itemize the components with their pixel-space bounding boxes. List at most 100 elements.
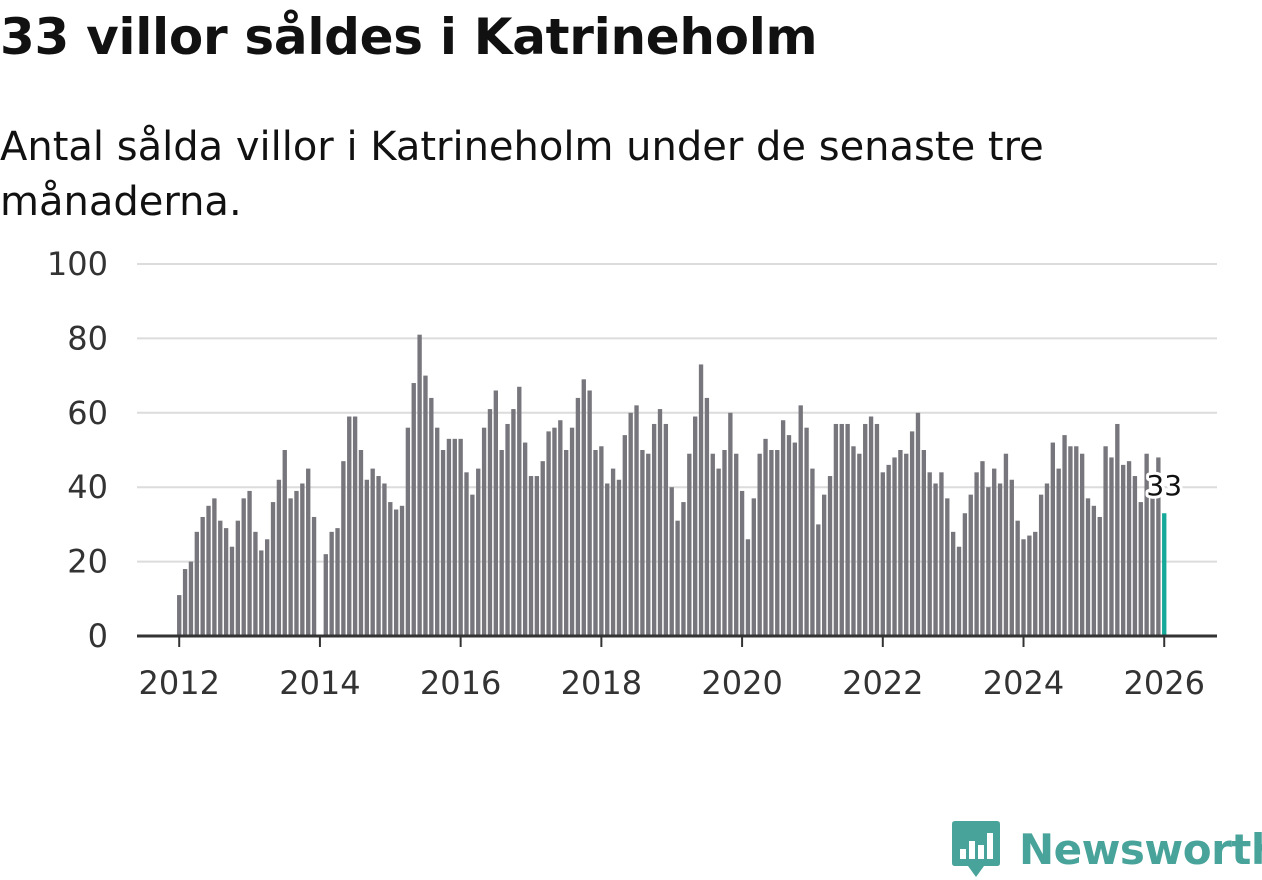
- bar: [1009, 479, 1014, 636]
- bar: [669, 487, 674, 636]
- bar: [716, 468, 721, 636]
- bar: [564, 450, 569, 636]
- bar: [880, 472, 885, 636]
- newsworthy-logo-icon: [952, 821, 1000, 877]
- bar: [992, 468, 997, 636]
- bar: [429, 397, 434, 636]
- bar: [1097, 516, 1102, 636]
- bar: [388, 502, 393, 636]
- bar: [839, 423, 844, 636]
- bar: [470, 494, 475, 636]
- newsworthy-brand: Newsworthy: [951, 818, 1262, 880]
- bar: [446, 438, 452, 636]
- bar: [915, 412, 921, 636]
- bar: [476, 468, 481, 636]
- bar: [546, 431, 551, 636]
- bar: [892, 457, 897, 636]
- bar: [1068, 446, 1073, 636]
- bar: [1033, 531, 1038, 636]
- bar: [1003, 453, 1009, 636]
- bar: [1044, 483, 1050, 636]
- bar: [605, 483, 610, 636]
- bar: [540, 461, 545, 636]
- bar: [493, 390, 498, 636]
- bar: [898, 450, 903, 636]
- bar: [405, 427, 411, 636]
- bar: [241, 498, 246, 636]
- bar: [458, 438, 463, 636]
- bar: [1079, 453, 1085, 636]
- chart-subtitle: Antal sålda villor i Katrineholm under d…: [0, 124, 1044, 225]
- bar: [786, 435, 792, 636]
- bar: [358, 450, 364, 636]
- bar: [452, 438, 457, 636]
- bar: [1062, 435, 1067, 636]
- bar: [593, 450, 598, 636]
- bar: [517, 386, 522, 636]
- bar: [399, 505, 405, 636]
- bar: [1132, 476, 1138, 636]
- bar: [868, 416, 874, 636]
- y-tick-label: 40: [67, 468, 108, 506]
- bar: [347, 416, 352, 636]
- y-tick-label: 80: [67, 319, 108, 357]
- bar: [575, 397, 581, 636]
- bar: [423, 375, 428, 636]
- bar: [997, 483, 1003, 636]
- bar: [311, 516, 317, 636]
- bar: [827, 476, 833, 636]
- y-axis: 0 20 40 60 80 100: [47, 245, 108, 655]
- bar: [323, 554, 328, 636]
- bar: [763, 438, 768, 636]
- bar: [792, 442, 798, 636]
- bar: [646, 453, 651, 636]
- bar: [1103, 446, 1108, 636]
- bar: [569, 427, 575, 636]
- y-tick-label: 20: [67, 543, 108, 581]
- bar: [177, 595, 182, 636]
- bar: [1050, 442, 1055, 636]
- bar: [581, 379, 586, 636]
- bar: [1121, 464, 1126, 636]
- bar: [1015, 520, 1020, 636]
- bar: [874, 423, 880, 636]
- y-tick-label: 0: [88, 617, 108, 655]
- bar: [628, 412, 633, 636]
- bar: [851, 446, 856, 636]
- bar: [1150, 494, 1155, 636]
- bar: [675, 520, 680, 636]
- bar: [757, 453, 762, 636]
- bar: [956, 546, 962, 636]
- bar: [810, 468, 815, 636]
- bar: [1074, 446, 1079, 636]
- x-tick-label: 2022: [842, 664, 923, 702]
- bar: [610, 468, 616, 636]
- bar: [857, 453, 862, 636]
- x-tick-label: 2024: [983, 664, 1064, 702]
- bar: [522, 442, 528, 636]
- bar: [534, 476, 540, 636]
- bar: [487, 409, 493, 636]
- x-tick-label: 2014: [279, 664, 360, 702]
- bar: [1115, 423, 1120, 636]
- bar: [745, 539, 751, 636]
- bar: [206, 505, 211, 636]
- bar: [616, 479, 622, 636]
- bar: [722, 450, 727, 636]
- bar: [739, 490, 745, 636]
- bar: [863, 423, 868, 636]
- last-value-label: 33: [1146, 469, 1182, 502]
- y-tick-label: 100: [47, 245, 108, 283]
- bar: [1109, 457, 1114, 636]
- bar: [417, 334, 422, 636]
- bar: [687, 453, 692, 636]
- bar: [440, 450, 446, 636]
- bar: [382, 483, 387, 636]
- bar: [481, 427, 487, 636]
- bar: [822, 494, 827, 636]
- bar: [927, 472, 932, 636]
- bar: [341, 461, 346, 636]
- bar: [200, 516, 205, 636]
- bar: [693, 416, 698, 636]
